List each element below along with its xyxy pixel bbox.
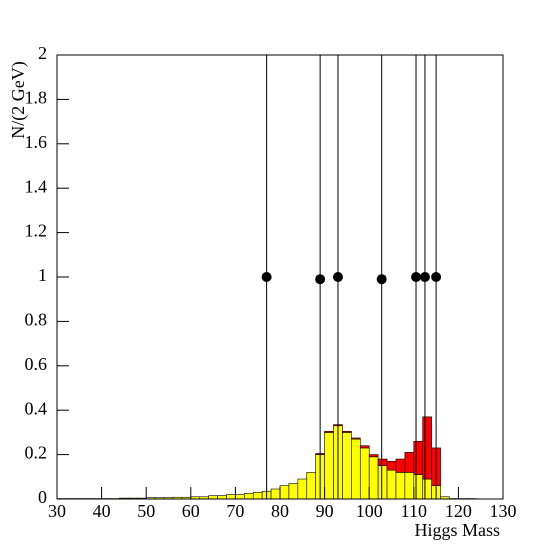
y-tick-label: 0.4	[25, 398, 48, 418]
hist-bar	[324, 432, 334, 500]
hist-bar	[279, 485, 290, 500]
data-point	[419, 272, 430, 282]
data-point	[376, 274, 387, 285]
hist-bar	[413, 474, 424, 500]
hist-bar	[359, 445, 370, 449]
data-point	[261, 272, 272, 282]
x-tick-label: 120	[445, 501, 472, 521]
hist-bar	[351, 437, 361, 440]
hist-bar	[244, 493, 254, 500]
data-point	[431, 272, 442, 282]
hist-bar	[395, 458, 406, 473]
hist-bar	[422, 416, 432, 480]
hist-bar	[422, 478, 432, 500]
hist-bar	[252, 492, 263, 500]
y-tick-label: 0.8	[25, 310, 48, 330]
hist-bar	[377, 458, 388, 467]
x-axis-label: Higgs Mass	[414, 520, 500, 540]
hist-bar	[386, 469, 397, 500]
x-tick-label: 110	[401, 501, 427, 521]
x-tick-label: 70	[226, 501, 244, 521]
x-tick-label: 30	[48, 501, 66, 521]
hist-bar	[235, 494, 245, 500]
hist-bar	[377, 465, 388, 500]
hist-bar	[395, 472, 406, 500]
data-point	[315, 274, 326, 285]
hist-bar	[342, 430, 352, 433]
hist-bar	[368, 456, 379, 500]
hist-bar	[386, 460, 397, 471]
hist-bar	[404, 472, 415, 500]
hist-bar	[297, 478, 308, 500]
y-tick-label: 0	[38, 487, 47, 507]
y-axis-label: N/(2 GeV)	[8, 61, 29, 138]
y-tick-label: 1.6	[25, 132, 48, 152]
hist-bar	[342, 432, 352, 500]
x-tick-label: 60	[182, 501, 200, 521]
hist-bar	[404, 452, 415, 473]
hist-bar	[324, 430, 334, 433]
data-point	[332, 272, 343, 282]
x-tick-label: 80	[271, 501, 289, 521]
y-tick-label: 1.8	[25, 88, 48, 108]
x-tick-label: 50	[137, 501, 155, 521]
x-tick-label: 130	[490, 501, 517, 521]
hist-bar	[368, 454, 379, 458]
y-tick-label: 1.4	[25, 176, 48, 196]
x-tick-label: 100	[356, 501, 383, 521]
hist-bar	[351, 438, 361, 500]
y-tick-label: 1	[38, 265, 47, 285]
hist-bar	[226, 494, 236, 500]
x-tick-label: 40	[93, 501, 111, 521]
y-tick-label: 0.6	[25, 354, 48, 374]
hist-bar	[359, 447, 370, 500]
hist-bar	[413, 440, 424, 475]
hist-bar	[306, 472, 316, 500]
y-tick-label: 2	[38, 43, 47, 63]
y-tick-label: 1.2	[25, 221, 48, 241]
hist-bar	[288, 483, 299, 500]
y-tick-label: 0.2	[25, 443, 48, 463]
hist-bar	[270, 488, 281, 500]
x-tick-label: 90	[316, 501, 334, 521]
data-point	[411, 272, 422, 282]
